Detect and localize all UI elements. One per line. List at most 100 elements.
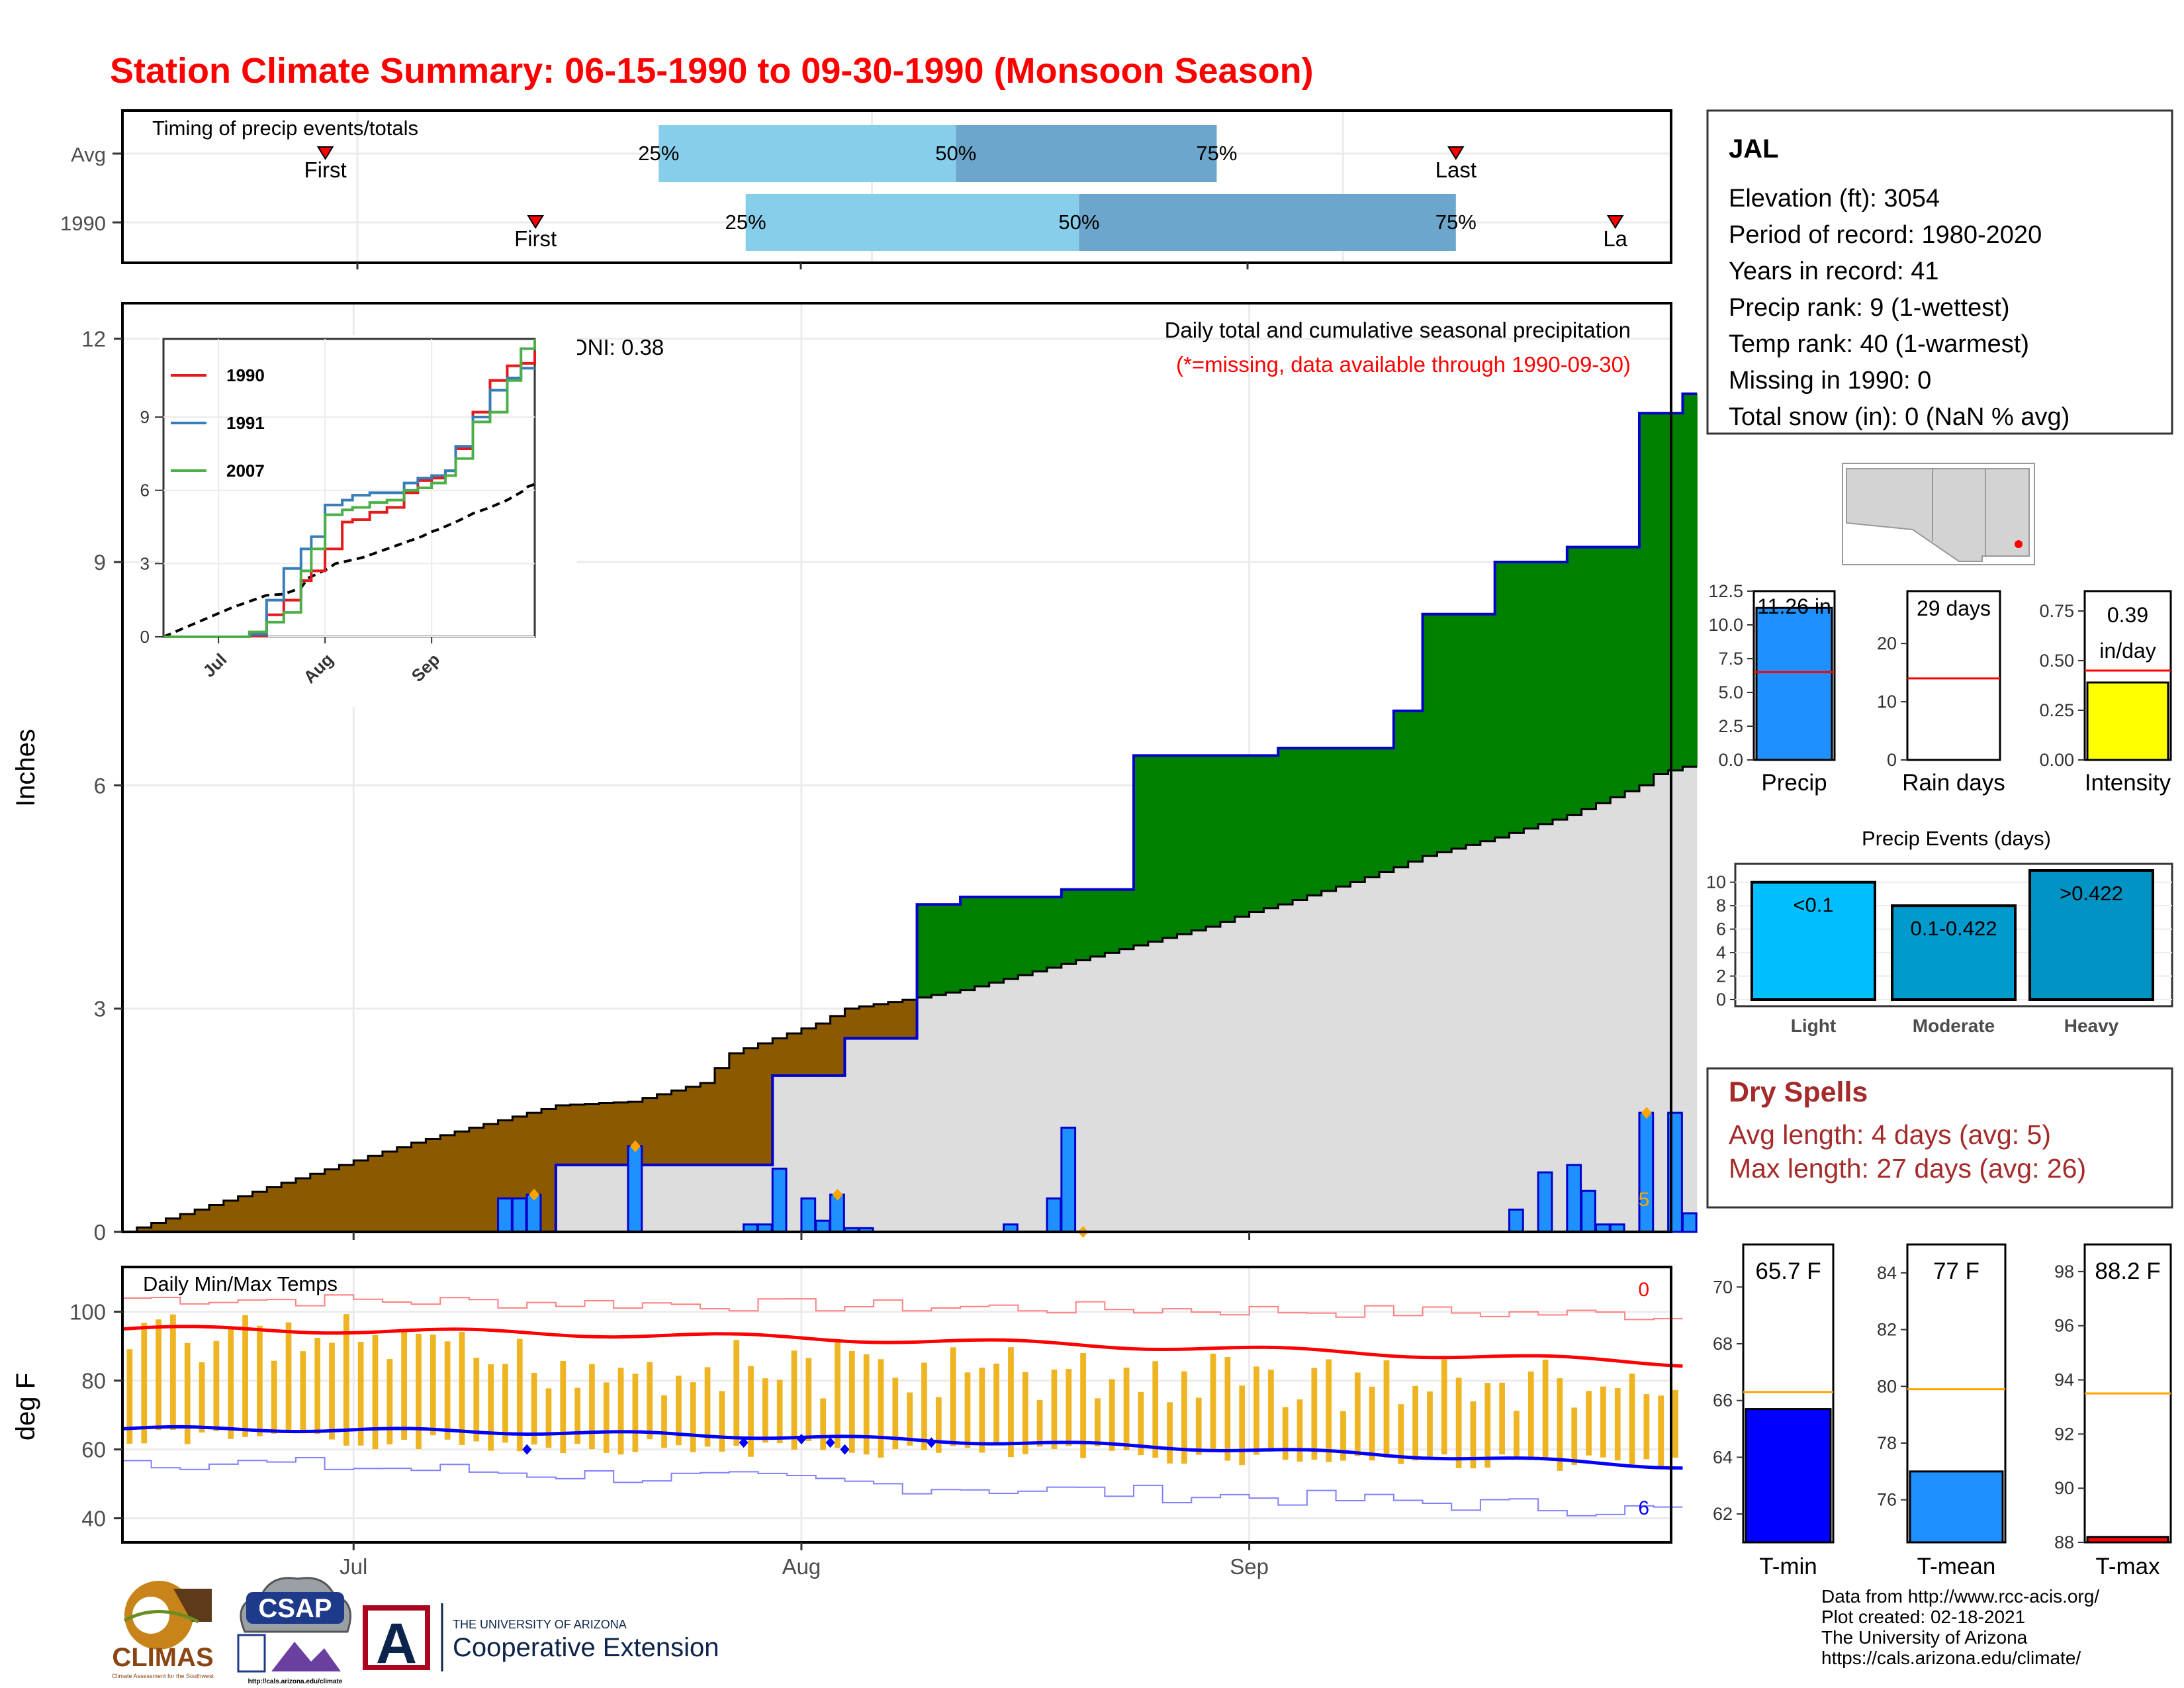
daily-temp-range-bar [1340,1411,1346,1461]
temp-summary-tick-label: 90 [2054,1478,2074,1498]
marked-day-diamond [1641,1107,1652,1119]
deficit-fill [151,1223,167,1232]
temp-summary-tick-label: 78 [1877,1433,1897,1453]
climas-subtitle: Climate Assessment for the Southwest [112,1673,214,1679]
daily-temp-range-bar [1008,1347,1014,1458]
daily-temp-range-bar [1036,1399,1043,1447]
surplus-fill [1162,755,1178,938]
csap-badge [246,1592,344,1624]
daily-temp-range-bar [1297,1399,1303,1462]
daily-temp-range-bar [690,1382,696,1452]
deficit-fill [787,1033,802,1076]
intensity-unit: in/day [2099,639,2156,663]
climas-emblem-swoosh [123,1610,200,1624]
event-category-label: Heavy [2064,1015,2119,1036]
daily-temp-range-bar [776,1380,783,1444]
quartile-bar-low [659,125,956,182]
pct-label: 25% [638,142,679,165]
deficit-fill [671,1090,686,1165]
row-label: Avg [71,143,106,166]
temp-summary-label: T-min [1759,1554,1817,1579]
summary-tick-label: 0.0 [1718,750,1743,770]
temp-summary-tick-label: 64 [1713,1447,1733,1467]
surplus-fill [1610,547,1625,798]
state-map [1846,468,2030,562]
daily-temp-range-bar [545,1388,552,1448]
surplus-fill [1350,748,1365,882]
deficit-fill [700,1083,715,1165]
station-box [1706,109,2173,435]
surplus-fill [1408,710,1424,862]
surplus-fill [989,897,1005,983]
deficit-fill [208,1205,224,1232]
daily-temp-range-bar [1600,1386,1606,1458]
surplus-fill [974,897,990,986]
daily-temp-range-bar [1499,1382,1505,1455]
daily-temp-range-bar [1369,1386,1375,1461]
daily-temp-range-bar [242,1315,248,1437]
last-marker [1447,146,1465,160]
panel-border [121,1266,1672,1544]
average-line [122,765,1698,1233]
station-info-line: Temp rank: 40 (1-warmest) [1729,330,2029,358]
precip-value: 11.26 in [1757,594,1831,618]
event-bar-label: <0.1 [1793,894,1833,917]
daily-temp-range-bar [979,1368,985,1453]
summary-tick-label: 10 [1877,692,1897,712]
right-column: JAL Elevation (ft): 3054 Period of record:… [1706,109,2173,1579]
temp-summary-tick-label: 70 [1713,1277,1733,1297]
y-tick-label: 80 [81,1369,106,1393]
event-category-label: Light [1791,1015,1836,1036]
daily-temp-range-bar [314,1338,321,1434]
deficit-fill [483,1123,499,1232]
events-title: Precip Events (days) [1862,827,2051,850]
daily-temp-range-bar [1354,1372,1361,1456]
daily-temp-range-bar [1267,1370,1274,1452]
daily-temp-range-bar [1181,1371,1187,1464]
rain-days-value: 29 days [1917,596,1991,620]
daily-temp-range-bar [921,1362,927,1450]
events-tick-label: 2 [1716,966,1726,986]
daily-temp-range-bar [444,1341,451,1440]
deficit-fill [136,1227,152,1232]
temp-summary-bar [1745,1408,1832,1544]
deficit-fill [657,1094,672,1165]
record-low-line [122,1456,1683,1517]
daily-temp-range-bar [835,1341,841,1448]
surplus-fill [1133,755,1149,946]
daily-temp-range-bar [892,1378,899,1450]
event-bar [1751,880,1876,1002]
daily-temp-range-bar [589,1364,595,1449]
deficit-fill [541,1109,557,1232]
daily-precip-bar [1537,1171,1553,1233]
temps-title: Daily Min/Max Temps [143,1272,338,1295]
surplus-fill [1422,614,1437,857]
csap-grid [237,1634,266,1673]
surplus-fill [1553,562,1568,820]
daily-temp-range-bar [1311,1368,1318,1460]
station-location-dot [2015,540,2023,548]
daily-temp-range-bar [473,1358,480,1442]
daily-temp-range-bar [617,1368,624,1455]
surplus-fill [917,904,932,998]
daily-temp-range-bar [820,1398,827,1450]
x-tick-label: Jul [340,1554,367,1579]
avg-low-line [122,1425,1683,1470]
inset-y-tick: 9 [140,407,150,427]
daily-temp-range-bar [1167,1402,1173,1464]
quartile-bar-high [956,125,1217,182]
event-bar-label: >0.422 [2060,882,2123,905]
deficit-fill [310,1174,326,1232]
surplus-fill [1625,547,1640,792]
daily-temp-range-bar [1022,1372,1028,1454]
climas-emblem-inner [132,1597,169,1634]
deficit-fill [324,1169,340,1232]
summary-tick-label: 12.5 [1708,581,1743,601]
summary-tick-label: 5.0 [1718,682,1743,702]
record-low-diamond [927,1437,936,1448]
daily-temp-range-bar [676,1376,682,1446]
surplus-fill [1220,755,1236,922]
daily-temp-range-bar [257,1325,263,1436]
daily-temp-range-bar [126,1349,133,1444]
